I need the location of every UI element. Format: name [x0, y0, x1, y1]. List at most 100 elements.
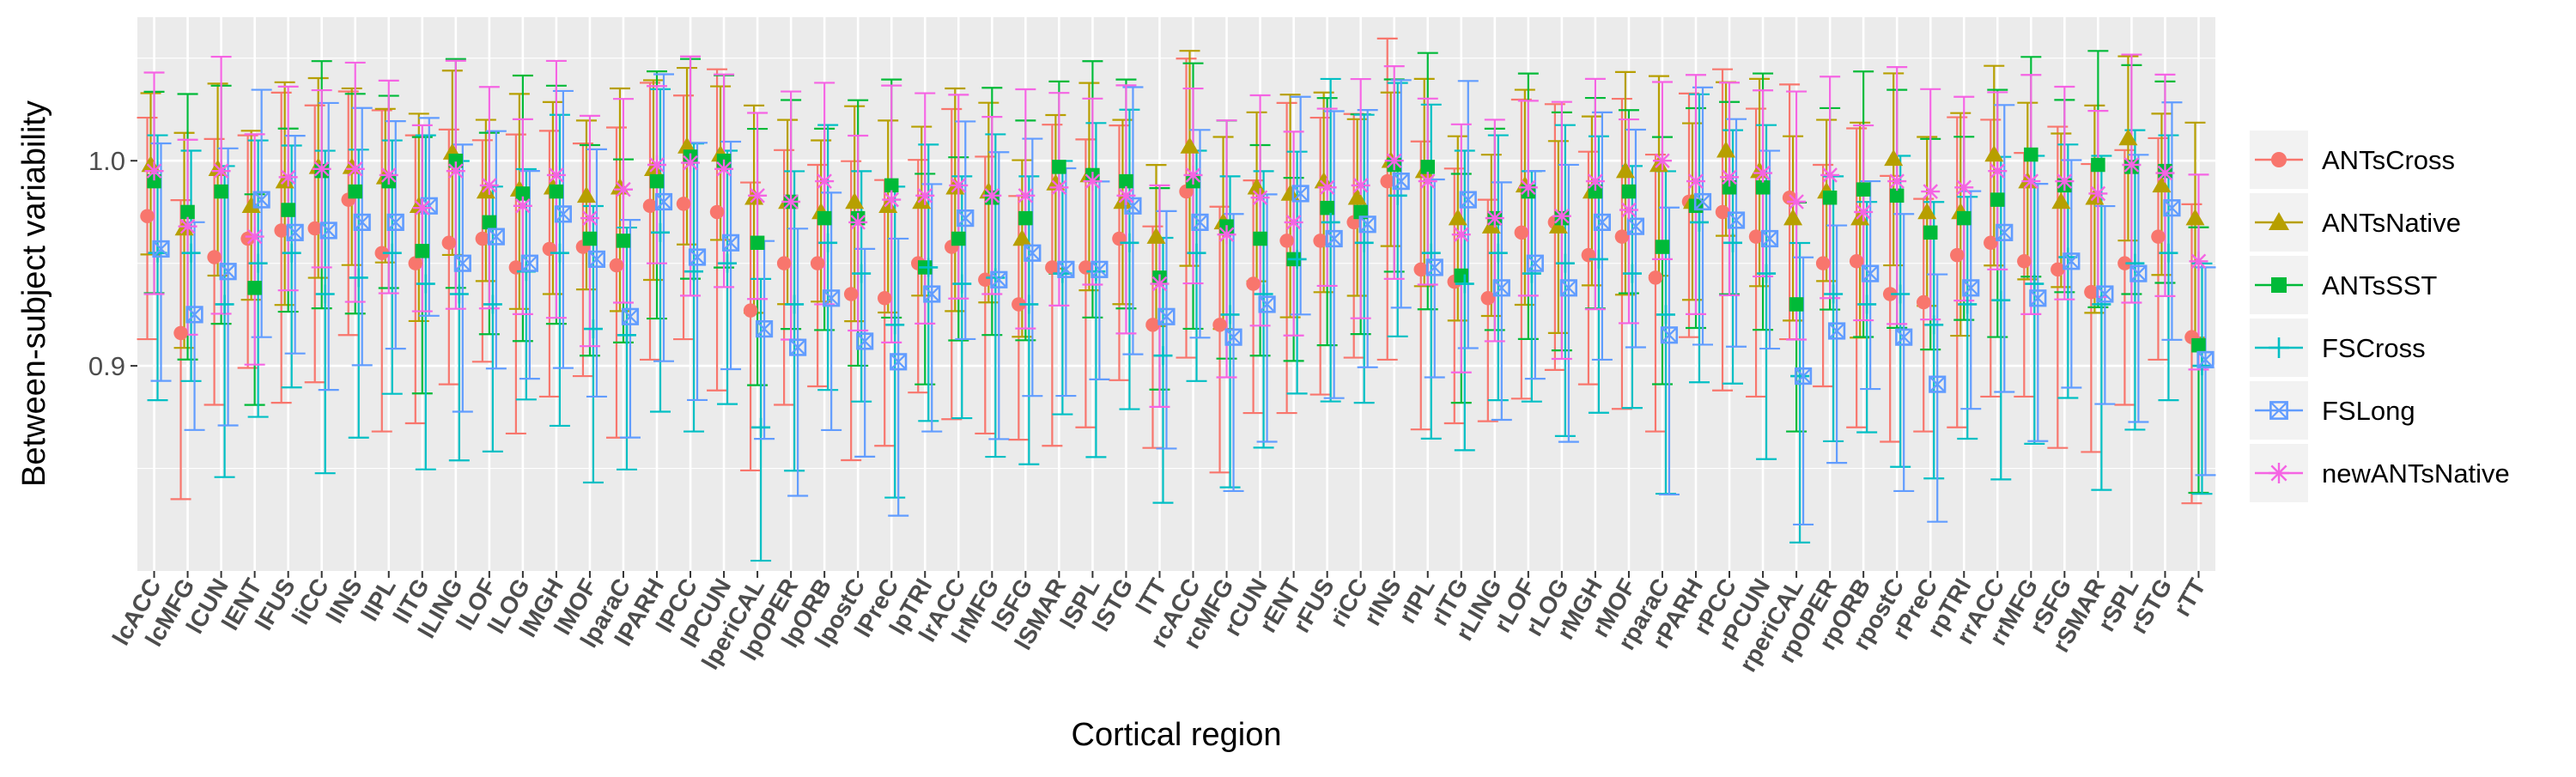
data-point: [1722, 180, 1737, 195]
data-point: [1485, 209, 1504, 228]
data-point: [307, 221, 322, 236]
data-point: [2029, 289, 2047, 307]
data-point: [789, 338, 807, 356]
data-point: [1514, 225, 1529, 240]
data-point: [1119, 173, 1133, 189]
data-point: [1984, 235, 1998, 251]
data-point: [1150, 274, 1170, 294]
data-point: [755, 320, 774, 338]
data-point: [1656, 305, 1675, 325]
error-bar: [1920, 88, 1941, 321]
data-point: [1917, 202, 1937, 220]
data-point: [479, 175, 499, 195]
data-point: [2024, 147, 2038, 162]
data-point: [1950, 247, 1965, 263]
error-bar: [1082, 97, 1103, 286]
data-point: [1187, 243, 1206, 263]
legend-label: newANTsNative: [2322, 458, 2510, 489]
data-point: [923, 285, 941, 303]
error-bar: [2121, 53, 2142, 304]
data-point: [1652, 151, 1672, 171]
data-point: [1518, 178, 1538, 197]
data-point: [475, 231, 490, 246]
data-point: [877, 291, 892, 306]
data-point: [1755, 180, 1771, 195]
error-bar: [1176, 58, 1197, 359]
data-point: [1314, 172, 1334, 189]
data-point: [878, 196, 898, 214]
error-bar: [247, 139, 269, 418]
data-point: [617, 325, 636, 345]
data-point: [1748, 229, 1764, 244]
data-point: [1984, 145, 2004, 162]
data-point: [1715, 204, 1730, 220]
legend-item: FSCross: [2250, 319, 2426, 377]
data-point: [1057, 260, 1075, 278]
data-point: [1019, 294, 1039, 314]
data-point: [2084, 284, 2099, 300]
error-bar: [579, 114, 600, 348]
data-point: [1492, 279, 1510, 297]
data-point: [1284, 212, 1303, 232]
data-point: [219, 263, 237, 281]
x-tick-label: liCC: [287, 574, 334, 629]
data-point: [550, 243, 569, 263]
data-point: [587, 250, 606, 268]
data-point: [2191, 337, 2206, 353]
data-point: [1091, 260, 1109, 278]
data-point: [1619, 200, 1638, 220]
data-point: [1962, 279, 1980, 297]
data-point: [582, 231, 598, 246]
data-point: [1380, 173, 1394, 189]
data-point: [173, 325, 188, 341]
data-point: [181, 243, 201, 263]
data-point: [449, 284, 469, 304]
data-point: [1921, 182, 1941, 202]
error-bar: [851, 170, 872, 403]
data-point: [1448, 209, 1467, 226]
data-point: [315, 284, 335, 304]
data-point: [1351, 175, 1370, 195]
y-tick-label: 0.9: [88, 351, 125, 381]
data-point: [852, 264, 872, 283]
data-point: [785, 294, 805, 314]
data-point: [721, 234, 740, 252]
data-point: [1016, 185, 1036, 205]
data-point: [1180, 137, 1200, 154]
error-bar: [1789, 241, 1811, 543]
error-bar: [1249, 94, 1271, 327]
data-point: [2021, 172, 2041, 191]
data-point: [843, 287, 859, 301]
legend-label: ANTsNative: [2322, 208, 2461, 238]
data-point: [446, 161, 465, 181]
data-point: [1760, 229, 1779, 248]
legend-key-marker: [2269, 401, 2288, 420]
error-bar: [1454, 149, 1475, 452]
error-bar: [1286, 150, 1308, 395]
data-point: [278, 167, 298, 187]
data-point: [1988, 161, 2008, 181]
data-point: [580, 209, 599, 228]
data-point: [885, 315, 905, 335]
data-point: [748, 185, 768, 205]
data-point: [1045, 260, 1060, 275]
data-point: [1924, 315, 1944, 335]
data-point: [1957, 210, 1971, 226]
data-point: [353, 213, 371, 231]
data-point: [241, 196, 261, 214]
y-axis: 0.9 1.0: [88, 146, 137, 381]
data-point: [247, 281, 262, 295]
error-bar: [344, 61, 366, 303]
legend-key-marker: [2271, 277, 2287, 293]
data-point: [1413, 262, 1428, 277]
data-point: [1459, 191, 1477, 209]
error-bar: [2158, 134, 2179, 402]
data-point: [1789, 297, 1804, 312]
data-point: [1253, 231, 1267, 246]
error-bar: [1253, 170, 1274, 449]
data-point: [1622, 264, 1642, 283]
data-point: [957, 209, 975, 228]
data-point: [1954, 178, 1974, 197]
data-point: [1191, 213, 1209, 231]
error-bar: [653, 73, 674, 362]
